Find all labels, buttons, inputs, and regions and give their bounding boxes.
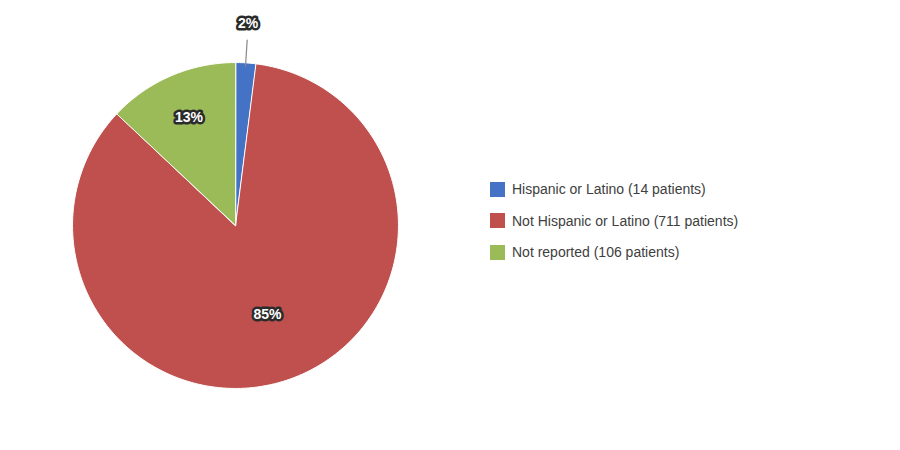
html-text:Not Hispanic or Latino (711 pa: Not Hispanic or Latino (711 patients): [512, 212, 739, 229]
svg-text:85%: 85%: [254, 306, 283, 322]
html-text:Not reported (106 patients): Not reported (106 patients): [512, 244, 680, 261]
svg-text:13%: 13%: [175, 109, 204, 125]
html-text:Hispanic or Latino (14 patient: Hispanic or Latino (14 patients): [512, 180, 706, 197]
svg-text:2%: 2%: [238, 15, 259, 31]
